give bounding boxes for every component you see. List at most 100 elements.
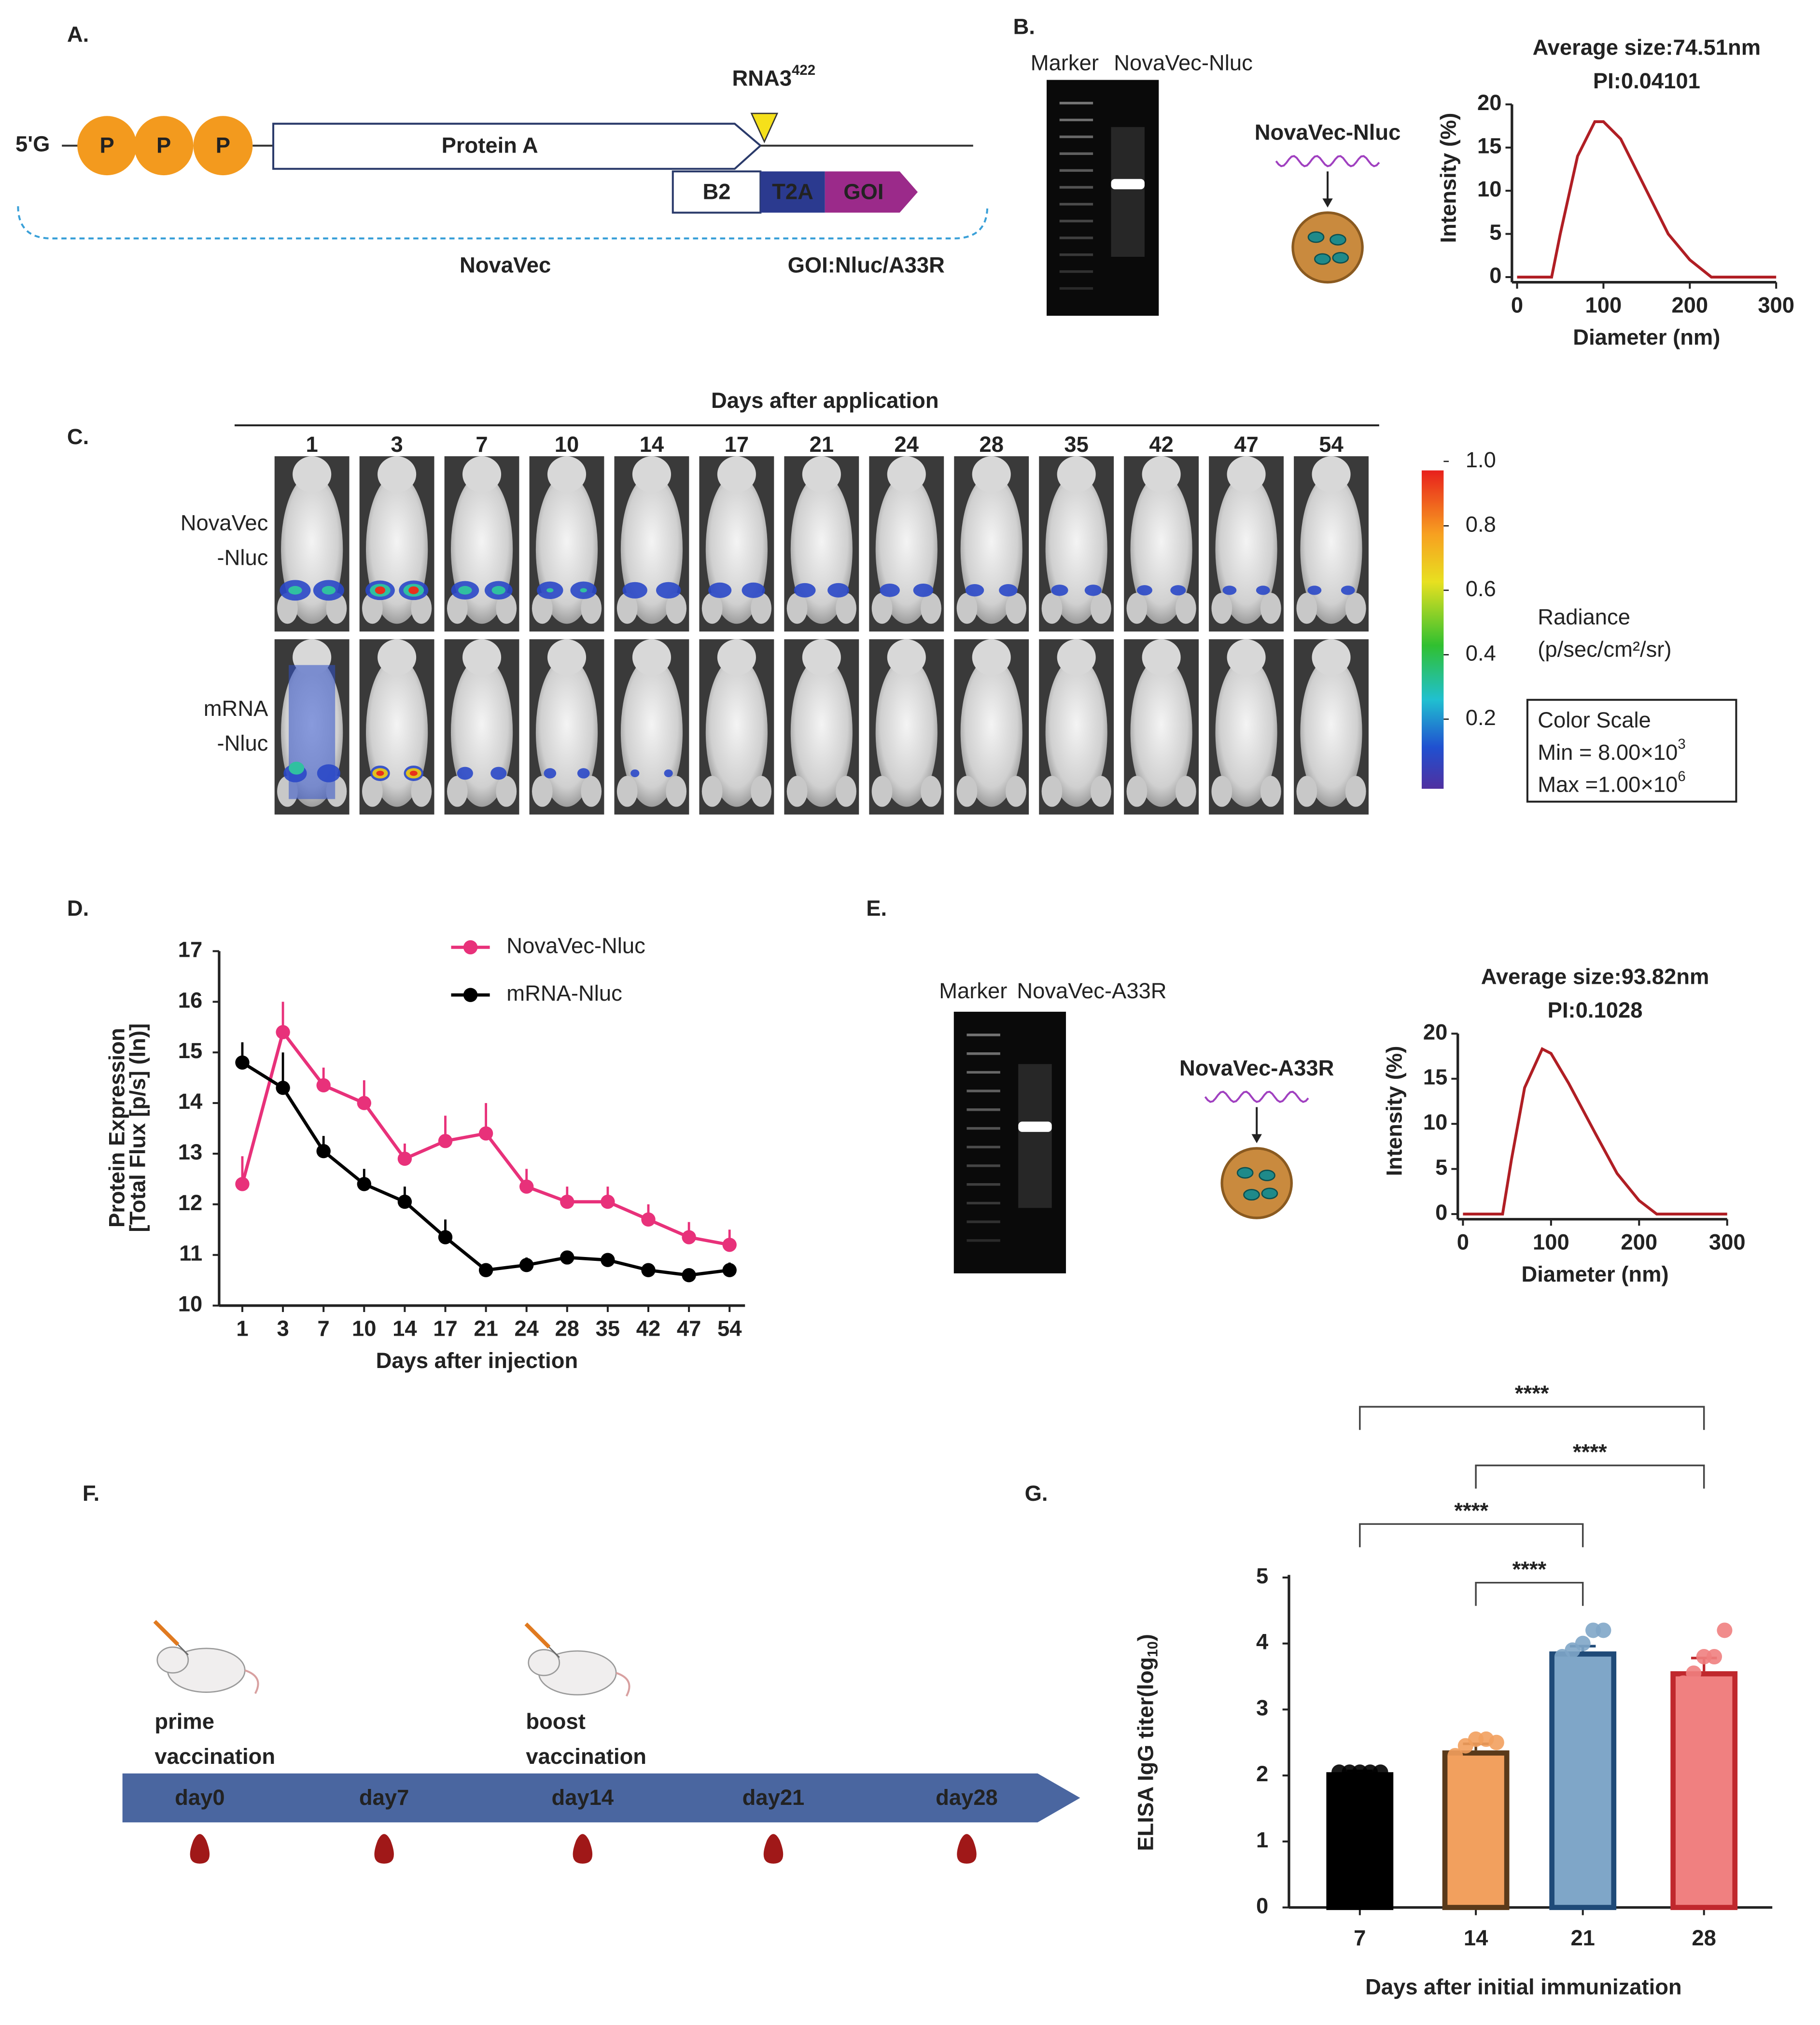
distribution-line bbox=[1517, 120, 1777, 279]
mouse-head bbox=[378, 639, 417, 676]
event-label: vaccination bbox=[526, 1744, 646, 1769]
mouse-leg bbox=[581, 593, 602, 624]
y-tick-label: 1 bbox=[1256, 1828, 1268, 1852]
significance-bracket bbox=[1359, 1523, 1584, 1548]
mouse-leg bbox=[532, 776, 553, 807]
series-dot bbox=[601, 1253, 615, 1267]
mouse-leg bbox=[1006, 776, 1026, 807]
signal bbox=[491, 586, 505, 595]
y-tick-label: 5 bbox=[1435, 1155, 1447, 1180]
signal bbox=[317, 764, 340, 782]
signal bbox=[1051, 585, 1068, 596]
mouse-leg bbox=[1296, 593, 1317, 624]
mouse-head bbox=[802, 456, 841, 492]
y-axis-label: [Total Flux [p/s] (ln)] bbox=[125, 1023, 150, 1232]
series-dot bbox=[722, 1263, 737, 1277]
y-tick-label: 15 bbox=[1423, 1065, 1447, 1089]
signal bbox=[656, 582, 681, 599]
x-tick-label: 3 bbox=[277, 1316, 289, 1341]
signal bbox=[965, 584, 984, 597]
mouse-leg bbox=[1126, 593, 1148, 624]
series-dot bbox=[478, 1126, 493, 1141]
mouse-head bbox=[1142, 639, 1181, 676]
signal bbox=[1256, 586, 1270, 595]
x-tick-label: 100 bbox=[1533, 1229, 1569, 1254]
goi-box bbox=[825, 171, 918, 213]
mouse-head bbox=[462, 456, 502, 492]
mouse-leg bbox=[581, 776, 602, 807]
mouse-leg bbox=[1041, 776, 1063, 807]
mouse-head bbox=[1057, 639, 1096, 676]
panel-label: D. bbox=[67, 896, 89, 921]
significance-label: **** bbox=[1515, 1381, 1549, 1406]
blood-drop bbox=[190, 1834, 210, 1864]
sample-band bbox=[1018, 1121, 1052, 1132]
series-dot bbox=[397, 1151, 412, 1166]
mouse-leg bbox=[1345, 593, 1366, 624]
t2a-box bbox=[760, 171, 825, 213]
series-dot bbox=[519, 1179, 534, 1194]
cleavage-site bbox=[750, 112, 779, 143]
syringe bbox=[524, 1622, 551, 1649]
protein-a-label: Protein A bbox=[442, 133, 538, 157]
mouse-head bbox=[293, 456, 332, 492]
bar bbox=[1670, 1671, 1738, 1910]
signal bbox=[375, 586, 386, 594]
x-tick-label: 28 bbox=[555, 1316, 579, 1341]
particle-label: NovaVec-A33R bbox=[1179, 1056, 1334, 1080]
series-dot bbox=[235, 1177, 250, 1191]
y-tick-label: 0 bbox=[1489, 263, 1501, 288]
x-tick-label: 100 bbox=[1585, 293, 1622, 317]
imaging-title: Days after application bbox=[711, 388, 939, 413]
mouse-head bbox=[802, 639, 841, 676]
mouse-head bbox=[378, 456, 417, 492]
y-axis-label: Protein Expression bbox=[105, 1028, 129, 1228]
mouse-leg bbox=[1260, 593, 1281, 624]
rna-wave bbox=[1204, 1090, 1309, 1103]
color-scale-title: Color Scale bbox=[1538, 708, 1651, 732]
series-dot bbox=[601, 1194, 615, 1209]
mouse-head bbox=[1227, 456, 1266, 492]
data-point bbox=[1675, 1675, 1691, 1691]
colorbar-tick-label: 0.4 bbox=[1466, 641, 1496, 665]
y-tick-label: 20 bbox=[1477, 90, 1501, 115]
arrow-head bbox=[1251, 1134, 1262, 1144]
goi-note: GOI:Nluc/A33R bbox=[788, 253, 945, 278]
signal bbox=[742, 582, 765, 598]
row-label: NovaVec bbox=[181, 511, 268, 535]
mouse-body bbox=[1300, 657, 1362, 807]
signal bbox=[1170, 585, 1186, 596]
series-dot bbox=[438, 1230, 453, 1244]
mouse-head bbox=[1312, 456, 1351, 492]
x-tick-label: 17 bbox=[433, 1316, 457, 1341]
y-axis-label-part: ELISA IgG titer(log bbox=[1133, 1657, 1158, 1851]
series-dot bbox=[357, 1177, 371, 1191]
legend-dot bbox=[463, 940, 478, 955]
arrow-head bbox=[1322, 198, 1333, 208]
mouse-head bbox=[887, 456, 926, 492]
mouse-head bbox=[462, 639, 502, 676]
goi-label: GOI bbox=[843, 179, 883, 204]
mouse-leg bbox=[871, 776, 893, 807]
particle-core bbox=[1332, 251, 1349, 264]
phosphate-label: P bbox=[216, 133, 230, 157]
y-tick-label: 12 bbox=[178, 1190, 202, 1215]
y-tick-label: 13 bbox=[178, 1140, 202, 1164]
day-label: 7 bbox=[476, 432, 488, 457]
mouse-leg bbox=[1006, 593, 1026, 624]
day-label: 35 bbox=[1064, 432, 1088, 457]
colorbar-tick-label: 0.8 bbox=[1466, 512, 1496, 536]
data-point bbox=[1596, 1622, 1611, 1638]
y-axis-label: Intensity (%) bbox=[1436, 113, 1461, 243]
particle bbox=[1220, 1147, 1293, 1219]
sample-band bbox=[1111, 179, 1145, 190]
signal bbox=[409, 770, 418, 776]
color-scale-max: Max =1.00×106 bbox=[1538, 768, 1685, 797]
day-label: 24 bbox=[895, 432, 919, 457]
signal bbox=[376, 770, 384, 776]
mouse-leg bbox=[496, 593, 517, 624]
data-point bbox=[1686, 1665, 1702, 1681]
mouse-leg bbox=[1176, 593, 1196, 624]
site-label-part: RNA3 bbox=[732, 66, 792, 91]
